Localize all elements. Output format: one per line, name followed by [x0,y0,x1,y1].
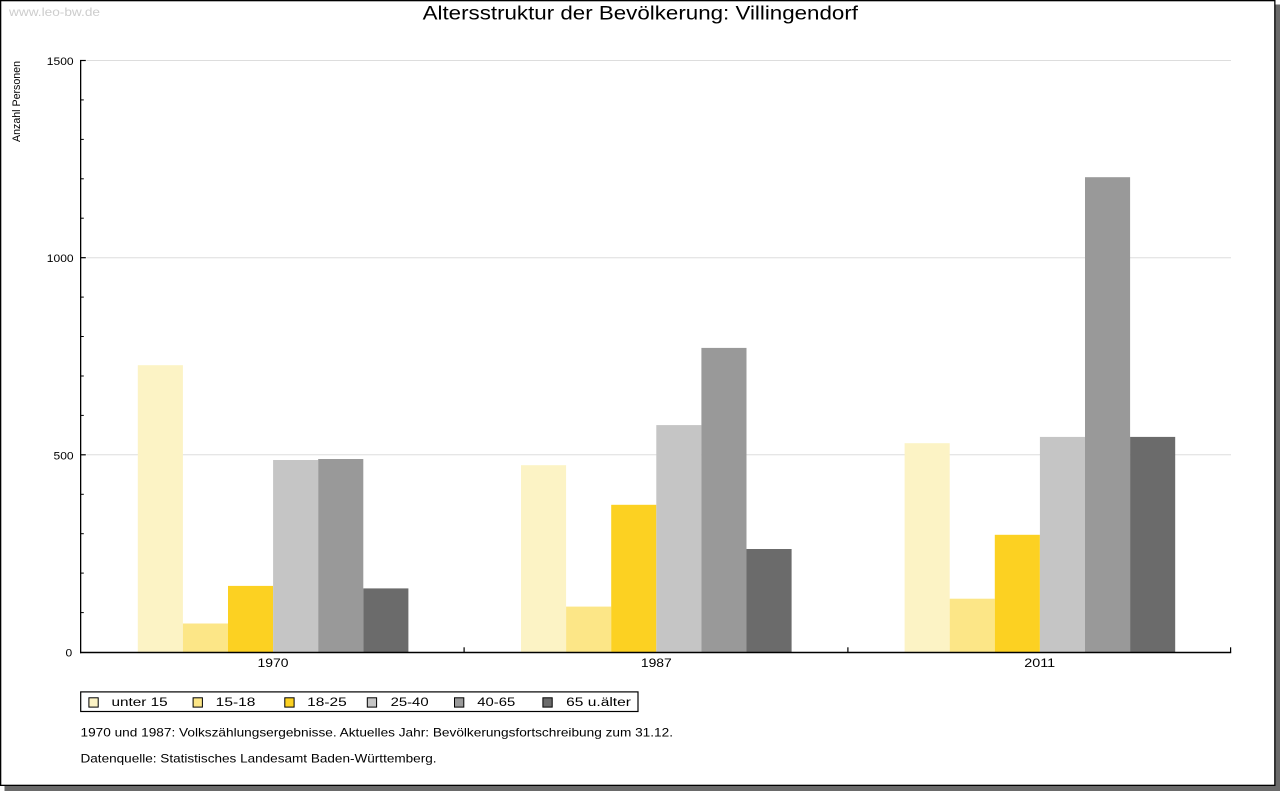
svg-text:65 u.älter: 65 u.älter [566,697,631,709]
svg-text:40-65: 40-65 [477,697,515,709]
svg-text:unter 15: unter 15 [112,697,168,709]
svg-text:1500: 1500 [47,56,74,68]
svg-text:15-18: 15-18 [216,697,256,709]
svg-text:0: 0 [66,648,73,660]
svg-text:Anzahl Personen: Anzahl Personen [11,61,23,142]
svg-text:1000: 1000 [47,253,74,265]
svg-text:18-25: 18-25 [307,697,347,709]
svg-text:Datenquelle: Statistisches Lan: Datenquelle: Statistisches Landesamt Bad… [81,752,437,766]
svg-text:25-40: 25-40 [391,697,429,709]
svg-text:1970 und 1987: Volkszählungser: 1970 und 1987: Volkszählungsergebnisse. … [81,726,674,740]
svg-text:500: 500 [54,450,74,462]
svg-text:Altersstruktur der Bevölkerung: Altersstruktur der Bevölkerung: Villinge… [423,3,859,25]
svg-text:2011: 2011 [1024,656,1055,670]
svg-text:1970: 1970 [258,656,289,670]
svg-text:1987: 1987 [641,656,672,670]
svg-text:www.leo-bw.de: www.leo-bw.de [8,5,100,19]
